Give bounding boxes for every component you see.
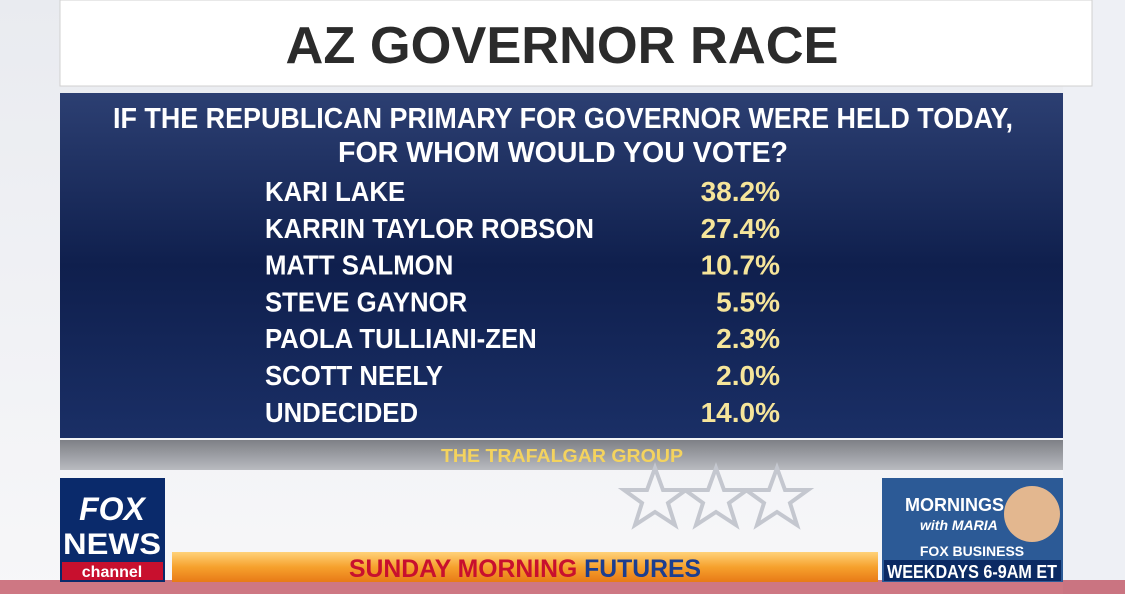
title: AZ GOVERNOR RACE — [286, 17, 839, 75]
promo-network: FOX BUSINESS — [920, 543, 1024, 559]
show-bar — [172, 552, 878, 582]
vote-share: 38.2% — [701, 176, 780, 207]
question-line: IF THE REPUBLICAN PRIMARY FOR GOVERNOR W… — [113, 103, 1013, 135]
show-title: SUNDAY MORNING FUTURES — [349, 555, 701, 583]
title-box — [59, 0, 1093, 87]
candidate-name: UNDECIDED — [265, 397, 418, 428]
vote-share: 14.0% — [701, 397, 780, 428]
question-line: FOR WHOM WOULD YOU VOTE? — [338, 137, 788, 169]
candidate-name: PAOLA TULLIANI-ZEN — [265, 323, 537, 354]
vote-share: 2.3% — [716, 323, 780, 354]
logo-text: FOX — [79, 491, 146, 527]
logo-text: NEWS — [63, 528, 161, 561]
flag-stripe — [0, 580, 1125, 594]
candidate-name: STEVE GAYNOR — [265, 286, 467, 317]
vote-share: 5.5% — [716, 286, 780, 317]
promo-schedule: WEEKDAYS 6-9AM ET — [887, 562, 1057, 582]
show-title-part: SUNDAY MORNING — [349, 555, 577, 583]
poll-panel — [60, 93, 1063, 438]
candidate-name: SCOTT NEELY — [265, 360, 443, 391]
promo-strip — [884, 560, 1061, 581]
candidate-name: MATT SALMON — [265, 250, 453, 281]
source-bar — [60, 440, 1063, 470]
logo-channel-bg — [62, 562, 163, 580]
flag-area — [1063, 0, 1125, 594]
logo-text: channel — [82, 564, 142, 581]
promo-text: with MARIA — [920, 517, 998, 533]
candidate-name: KARI LAKE — [265, 176, 405, 207]
vote-share: 2.0% — [716, 360, 780, 391]
vote-share: 27.4% — [701, 213, 780, 244]
candidate-name: KARRIN TAYLOR ROBSON — [265, 213, 594, 244]
promo-text: MORNINGS — [905, 495, 1004, 515]
show-title-part: FUTURES — [584, 555, 701, 583]
host-photo — [1004, 486, 1060, 542]
source: THE TRAFALGAR GROUP — [441, 446, 683, 466]
stars — [617, 462, 815, 530]
vote-share: 10.7% — [701, 250, 780, 281]
results-table: KARI LAKE 38.2% KARRIN TAYLOR ROBSON 27.4% M… — [265, 176, 780, 428]
